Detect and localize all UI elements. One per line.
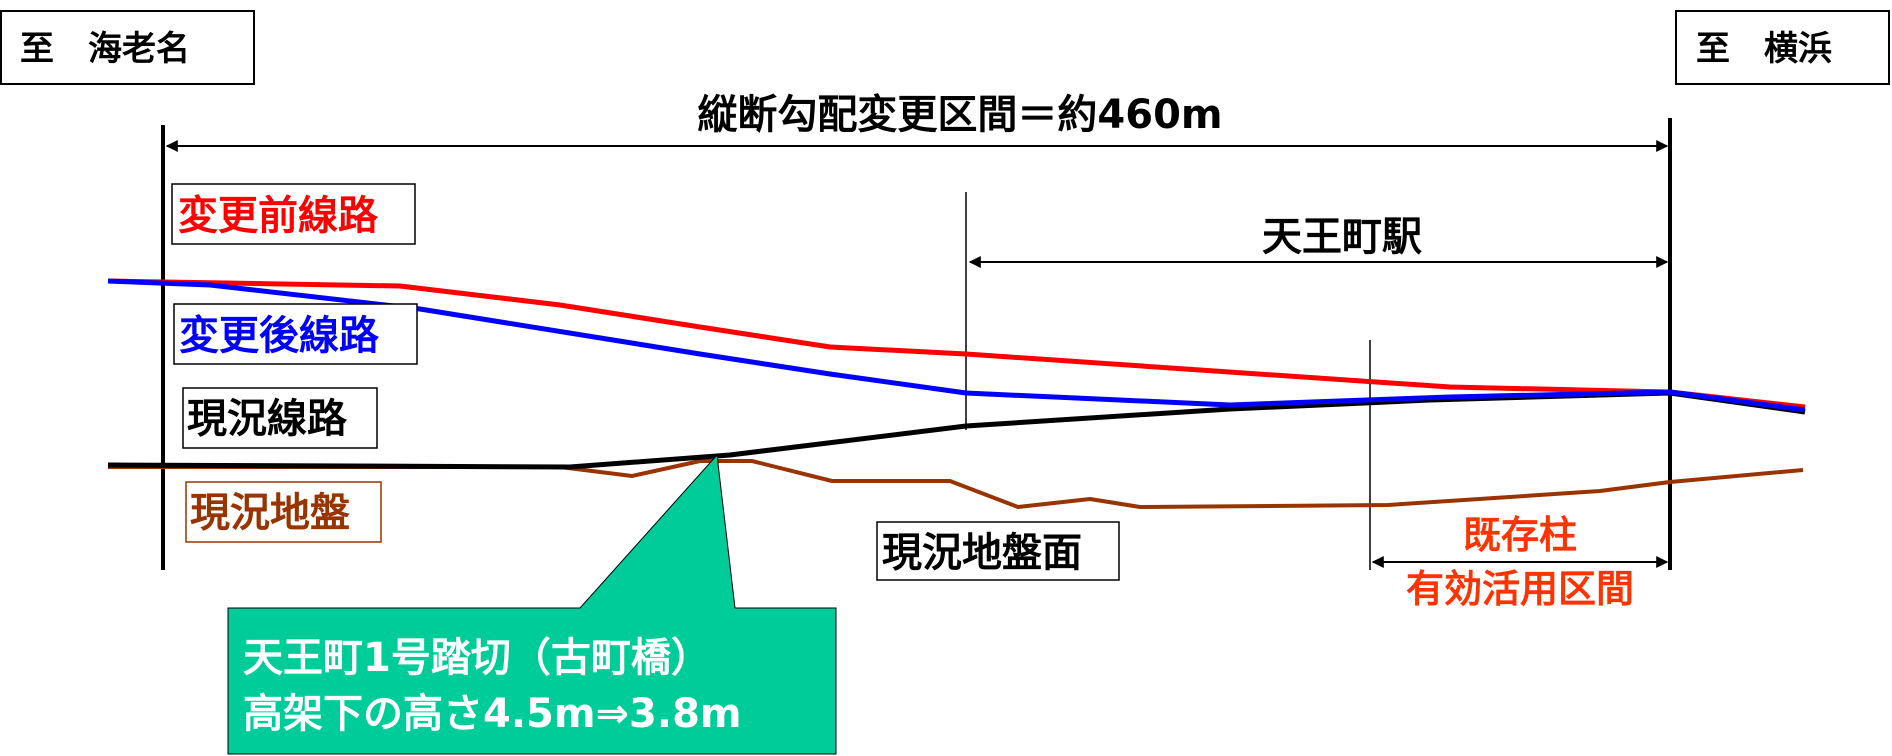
span-total-label: 縦断勾配変更区間＝約460m <box>697 92 1222 138</box>
direction-right-label: 至 横浜 <box>1696 29 1832 69</box>
columns-span-label-line2: 有効活用区間 <box>1406 567 1634 611</box>
direction-left-label: 至 海老名 <box>20 29 190 69</box>
legend-current-track-label: 現況線路 <box>187 396 348 442</box>
current-ground-line <box>108 459 1804 509</box>
ground-surface-label-box: 現況地盤面 <box>876 521 1120 581</box>
legend-after-label: 変更後線路 <box>179 313 380 359</box>
direction-right-box: 至 横浜 <box>1675 10 1890 85</box>
callout-line2: 高架下の高さ4.5m⇒3.8m <box>243 691 742 737</box>
legend-before: 変更前線路 <box>171 183 416 245</box>
columns-span-label-line1: 既存柱 <box>1463 513 1577 557</box>
before-track-line <box>107 278 1806 410</box>
legend-current-track: 現況線路 <box>182 387 378 449</box>
legend-current-ground-label: 現況地盤 <box>190 490 350 536</box>
crossing-callout: 天王町1号踏切（古町橋） 高架下の高さ4.5m⇒3.8m <box>227 453 837 755</box>
after-track-line <box>107 278 1806 413</box>
direction-left-box: 至 海老名 <box>0 10 255 85</box>
callout-line1: 天王町1号踏切（古町橋） <box>243 635 711 681</box>
legend-current-ground: 現況地盤 <box>185 481 382 543</box>
station-span-label: 天王町駅 <box>1262 214 1422 260</box>
legend-before-label: 変更前線路 <box>178 193 379 239</box>
legend-after: 変更後線路 <box>173 303 418 365</box>
ground-surface-label: 現況地盤面 <box>882 530 1082 576</box>
